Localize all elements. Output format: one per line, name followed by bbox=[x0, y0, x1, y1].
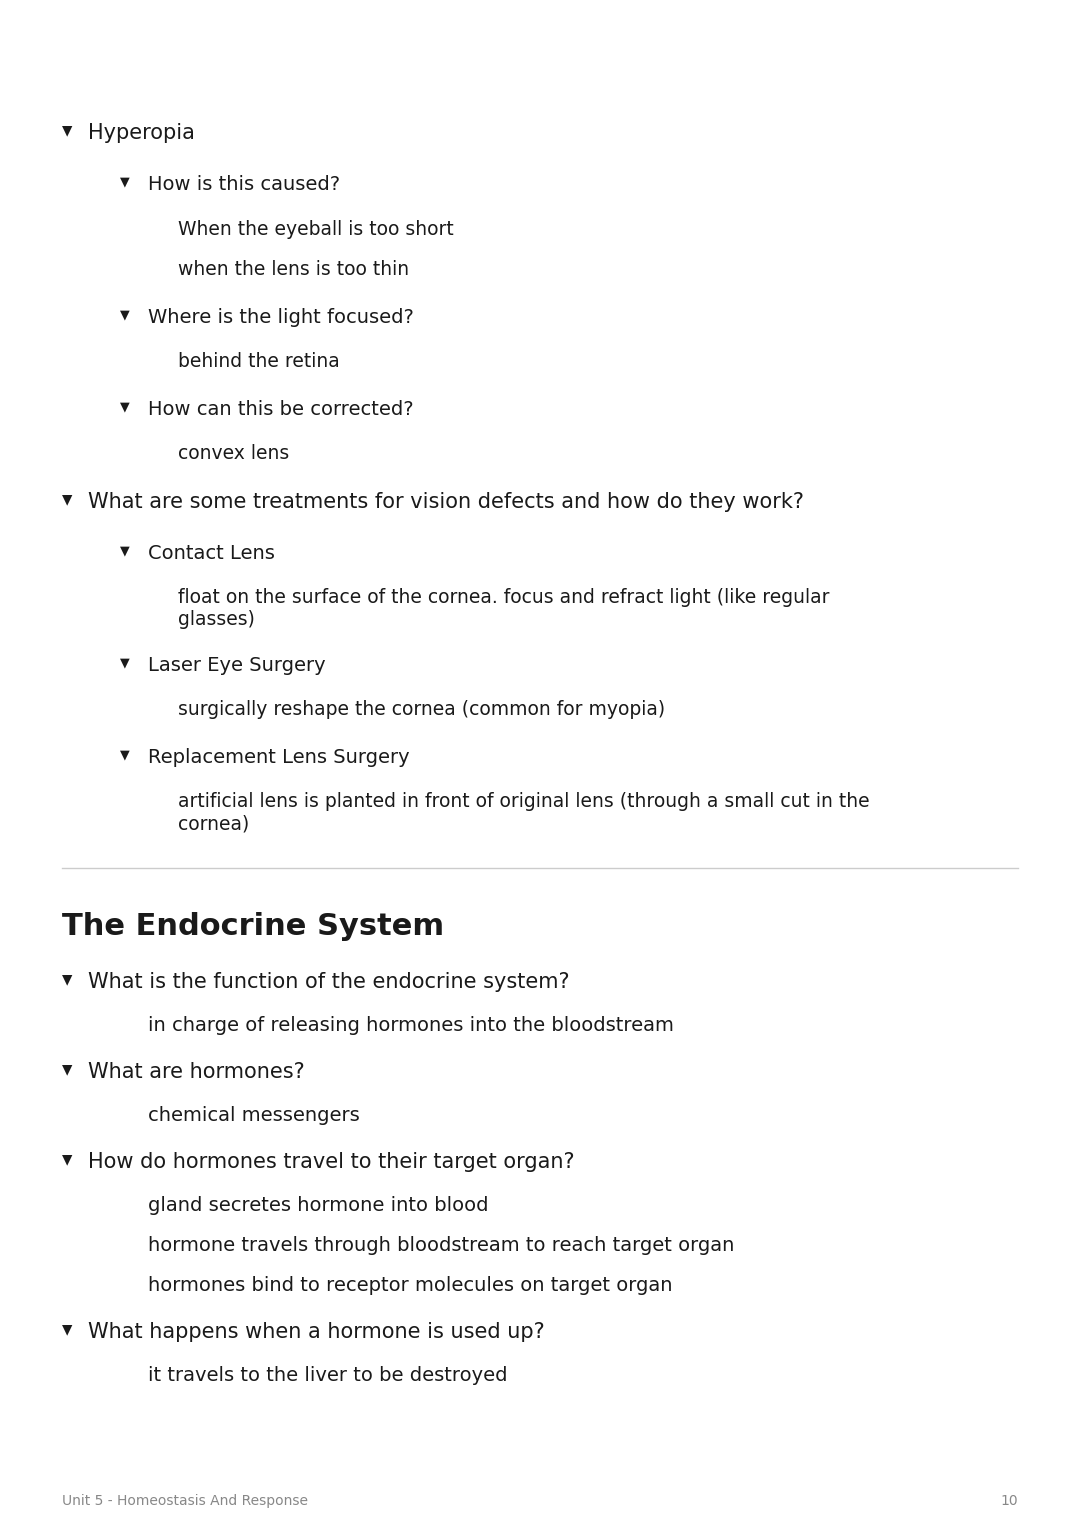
Text: when the lens is too thin: when the lens is too thin bbox=[178, 260, 409, 280]
Text: ▼: ▼ bbox=[62, 1152, 72, 1166]
Text: ▼: ▼ bbox=[120, 656, 130, 669]
Text: ▼: ▼ bbox=[120, 309, 130, 321]
Text: Unit 5 - Homeostasis And Response: Unit 5 - Homeostasis And Response bbox=[62, 1494, 308, 1508]
Text: The Endocrine System: The Endocrine System bbox=[62, 912, 444, 941]
Text: How do hormones travel to their target organ?: How do hormones travel to their target o… bbox=[87, 1152, 575, 1172]
Text: Laser Eye Surgery: Laser Eye Surgery bbox=[148, 656, 326, 675]
Text: it travels to the liver to be destroyed: it travels to the liver to be destroyed bbox=[148, 1366, 508, 1384]
Text: ▼: ▼ bbox=[62, 1062, 72, 1076]
Text: What are some treatments for vision defects and how do they work?: What are some treatments for vision defe… bbox=[87, 492, 804, 512]
Text: Where is the light focused?: Where is the light focused? bbox=[148, 309, 414, 327]
Text: convex lens: convex lens bbox=[178, 445, 289, 463]
Text: Contact Lens: Contact Lens bbox=[148, 544, 275, 562]
Text: How is this caused?: How is this caused? bbox=[148, 176, 340, 194]
Text: surgically reshape the cornea (common for myopia): surgically reshape the cornea (common fo… bbox=[178, 700, 665, 720]
Text: What is the function of the endocrine system?: What is the function of the endocrine sy… bbox=[87, 972, 569, 992]
Text: ▼: ▼ bbox=[62, 1322, 72, 1335]
Text: ▼: ▼ bbox=[120, 544, 130, 558]
Text: 10: 10 bbox=[1000, 1494, 1018, 1508]
Text: in charge of releasing hormones into the bloodstream: in charge of releasing hormones into the… bbox=[148, 1016, 674, 1034]
Text: When the eyeball is too short: When the eyeball is too short bbox=[178, 220, 454, 238]
Text: How can this be corrected?: How can this be corrected? bbox=[148, 400, 414, 419]
Text: artificial lens is planted in front of original lens (through a small cut in the: artificial lens is planted in front of o… bbox=[178, 792, 869, 833]
Text: gland secretes hormone into blood: gland secretes hormone into blood bbox=[148, 1196, 488, 1215]
Text: hormones bind to receptor molecules on target organ: hormones bind to receptor molecules on t… bbox=[148, 1276, 673, 1296]
Text: Hyperopia: Hyperopia bbox=[87, 122, 194, 144]
Text: What are hormones?: What are hormones? bbox=[87, 1062, 305, 1082]
Text: ▼: ▼ bbox=[120, 400, 130, 413]
Text: ▼: ▼ bbox=[62, 122, 72, 138]
Text: float on the surface of the cornea. focus and refract light (like regular
glasse: float on the surface of the cornea. focu… bbox=[178, 588, 829, 630]
Text: Replacement Lens Surgery: Replacement Lens Surgery bbox=[148, 749, 409, 767]
Text: chemical messengers: chemical messengers bbox=[148, 1106, 360, 1125]
Text: What happens when a hormone is used up?: What happens when a hormone is used up? bbox=[87, 1322, 544, 1342]
Text: ▼: ▼ bbox=[62, 972, 72, 986]
Text: ▼: ▼ bbox=[62, 492, 72, 506]
Text: hormone travels through bloodstream to reach target organ: hormone travels through bloodstream to r… bbox=[148, 1236, 734, 1254]
Text: ▼: ▼ bbox=[120, 176, 130, 188]
Text: behind the retina: behind the retina bbox=[178, 351, 340, 371]
Text: ▼: ▼ bbox=[120, 749, 130, 761]
